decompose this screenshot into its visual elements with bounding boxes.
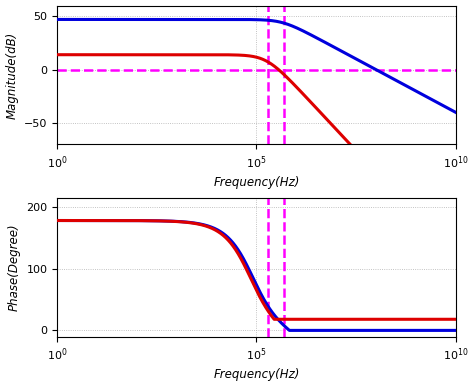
Y-axis label: Magnitude(dB): Magnitude(dB) <box>6 31 18 119</box>
Legend:  <box>63 322 72 331</box>
X-axis label: Frequency(Hz): Frequency(Hz) <box>213 176 300 189</box>
X-axis label: Frequency(Hz): Frequency(Hz) <box>213 368 300 382</box>
Y-axis label: Phase(Degree): Phase(Degree) <box>8 223 21 311</box>
Legend:  <box>63 130 72 139</box>
